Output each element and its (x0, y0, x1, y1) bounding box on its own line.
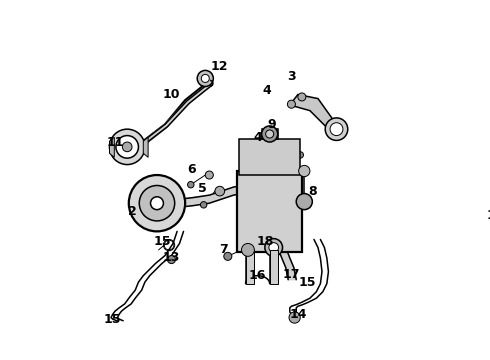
Text: 18: 18 (257, 235, 274, 248)
Polygon shape (109, 137, 114, 157)
Circle shape (289, 312, 300, 323)
Text: 15: 15 (104, 312, 122, 326)
Circle shape (297, 152, 303, 158)
Circle shape (296, 194, 312, 210)
Text: 17: 17 (283, 267, 300, 280)
Circle shape (298, 93, 306, 101)
Polygon shape (290, 95, 338, 135)
Polygon shape (238, 171, 302, 252)
Circle shape (299, 165, 310, 177)
Text: 12: 12 (211, 60, 228, 73)
Polygon shape (143, 137, 148, 157)
Polygon shape (141, 82, 213, 145)
Circle shape (129, 175, 185, 231)
Circle shape (122, 142, 132, 152)
Circle shape (200, 202, 207, 208)
Polygon shape (270, 250, 278, 284)
Text: 13: 13 (163, 251, 180, 265)
Circle shape (197, 71, 213, 86)
Text: 10: 10 (163, 88, 180, 101)
Polygon shape (179, 186, 238, 207)
Circle shape (265, 239, 283, 256)
Circle shape (274, 141, 282, 149)
Circle shape (242, 243, 254, 256)
Text: 7: 7 (220, 243, 228, 256)
Circle shape (201, 75, 209, 82)
Circle shape (269, 243, 278, 252)
Circle shape (150, 197, 164, 210)
Text: 11: 11 (106, 136, 124, 149)
Circle shape (330, 123, 343, 136)
Text: 15: 15 (299, 276, 316, 289)
Circle shape (224, 252, 232, 260)
Circle shape (215, 186, 224, 196)
Text: 4: 4 (263, 84, 271, 97)
Polygon shape (278, 247, 296, 280)
Text: 9: 9 (268, 118, 276, 131)
Text: 3: 3 (287, 69, 296, 82)
Text: 15: 15 (154, 235, 172, 248)
Circle shape (262, 126, 278, 142)
Polygon shape (262, 129, 278, 139)
Circle shape (288, 100, 295, 108)
Circle shape (116, 136, 139, 158)
Circle shape (168, 256, 175, 264)
Polygon shape (245, 250, 254, 284)
Circle shape (205, 171, 213, 179)
Circle shape (266, 130, 274, 138)
Text: 2: 2 (128, 205, 137, 218)
Text: 16: 16 (249, 269, 266, 282)
Circle shape (188, 181, 194, 188)
Text: 5: 5 (198, 182, 207, 195)
Text: 14: 14 (289, 308, 307, 321)
Polygon shape (239, 139, 300, 175)
Text: 6: 6 (187, 163, 196, 176)
Circle shape (325, 118, 348, 140)
Circle shape (139, 185, 175, 221)
Text: 1: 1 (487, 209, 490, 222)
Text: 8: 8 (308, 185, 317, 198)
Text: 4: 4 (253, 131, 262, 144)
Circle shape (109, 129, 145, 165)
